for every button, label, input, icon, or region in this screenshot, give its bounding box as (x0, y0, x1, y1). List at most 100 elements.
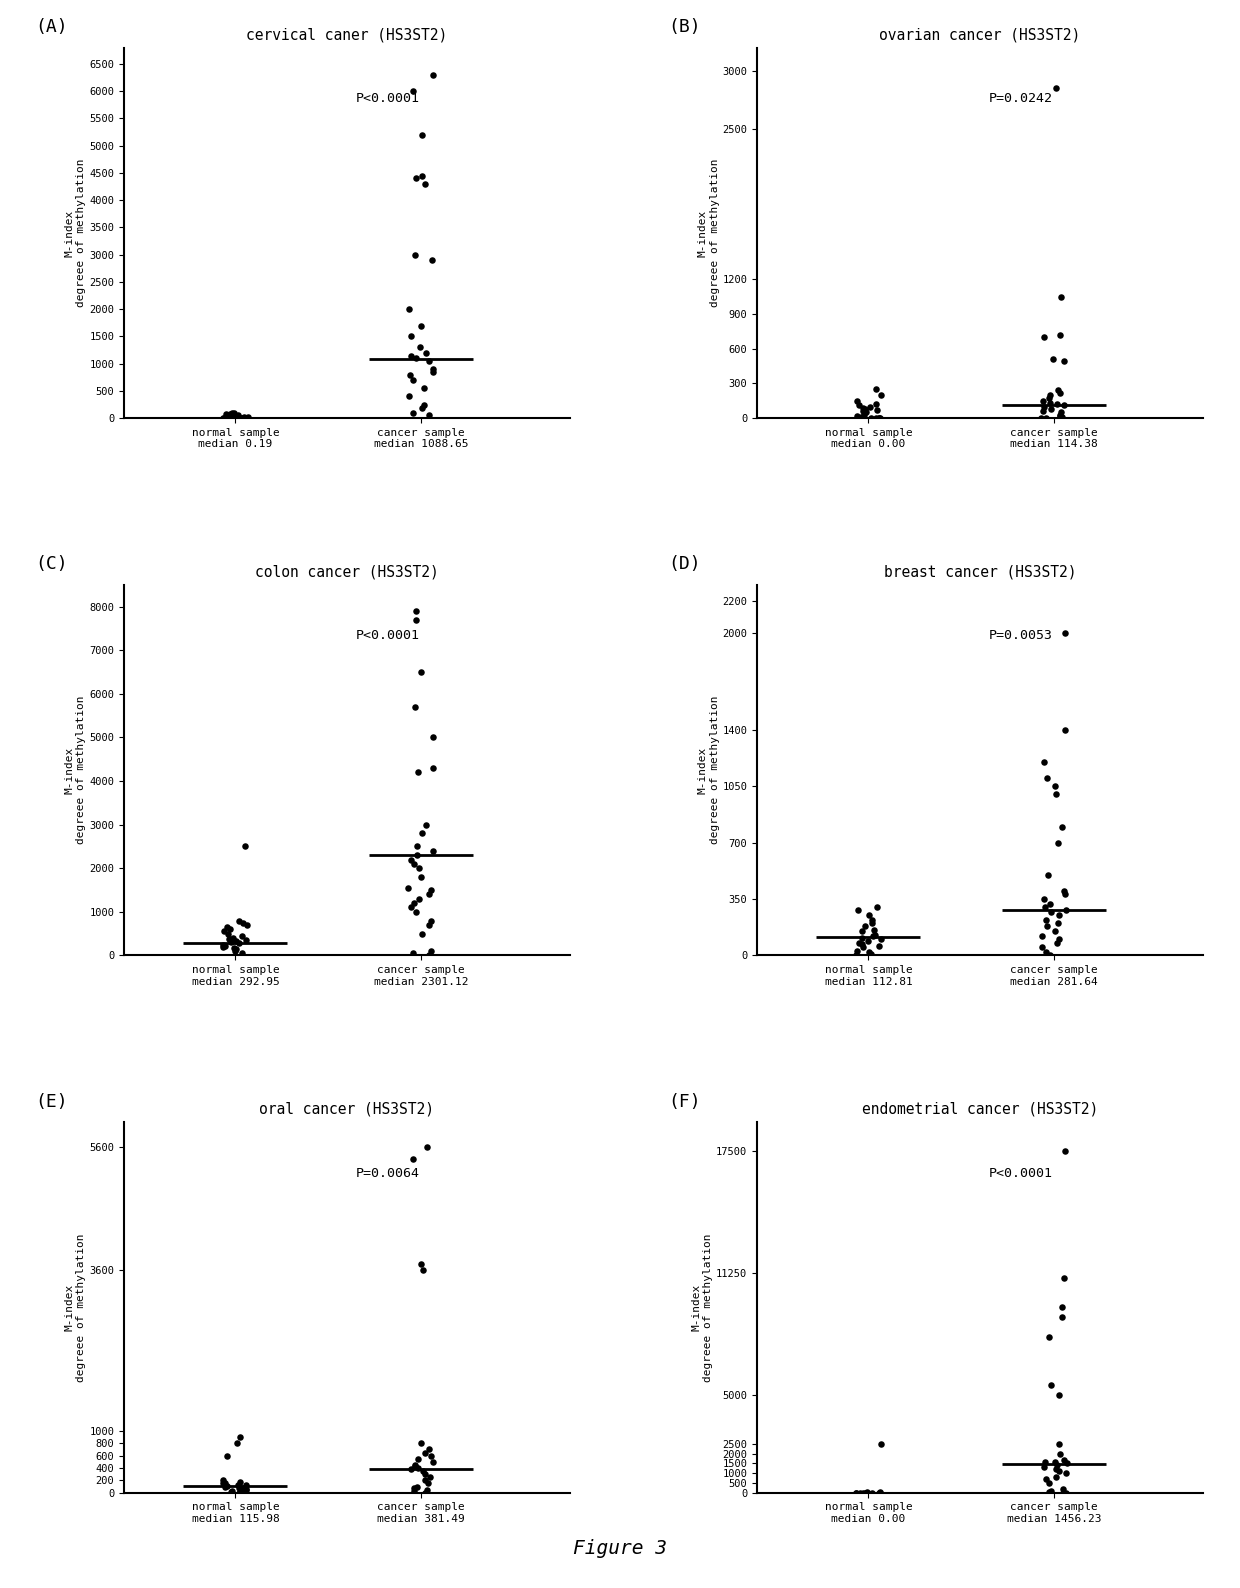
Point (233, 910, 253, 935)
Point (213, 934, 233, 959)
Point (1049, 927, 1069, 953)
Point (412, 1431, 432, 1456)
Point (221, 403, 241, 429)
Point (232, 1478, 252, 1504)
Y-axis label: M-index
degreee of methylation: M-index degreee of methylation (64, 696, 87, 845)
Point (852, 932, 872, 958)
Point (1053, 1304, 1073, 1329)
Point (1054, 1480, 1074, 1505)
Point (414, 1440, 434, 1466)
Text: (F): (F) (668, 1093, 701, 1110)
Point (867, 894, 887, 919)
Point (407, 1474, 427, 1499)
Point (219, 926, 239, 951)
Point (1054, 349, 1074, 375)
Text: P<0.0001: P<0.0001 (356, 92, 420, 105)
Point (851, 405, 870, 430)
Point (848, 897, 868, 923)
Point (1032, 405, 1052, 430)
Title: colon cancer (HS3ST2): colon cancer (HS3ST2) (255, 565, 439, 580)
Point (412, 395, 432, 421)
Point (1044, 918, 1064, 943)
Point (1042, 1478, 1061, 1504)
Point (847, 387, 867, 413)
Point (1055, 621, 1075, 646)
Point (849, 392, 869, 418)
Point (1034, 394, 1054, 419)
Point (1038, 862, 1058, 888)
Point (1049, 831, 1069, 856)
Point (232, 405, 252, 430)
Point (1048, 392, 1068, 418)
Point (863, 923, 883, 948)
Point (1055, 881, 1075, 907)
Point (852, 926, 872, 951)
Title: oral cancer (HS3ST2): oral cancer (HS3ST2) (259, 1102, 434, 1116)
Point (402, 324, 422, 349)
Point (1053, 1294, 1073, 1320)
Point (423, 356, 443, 381)
Point (1050, 403, 1070, 429)
Point (409, 335, 429, 360)
Point (218, 921, 238, 946)
Point (1054, 718, 1074, 743)
Point (854, 402, 874, 427)
Point (215, 919, 234, 945)
Point (848, 405, 868, 430)
Point (408, 759, 428, 784)
Point (217, 405, 237, 430)
Text: P=0.0064: P=0.0064 (356, 1167, 420, 1180)
Point (407, 346, 427, 372)
Point (228, 402, 248, 427)
Point (1055, 1139, 1075, 1164)
Point (237, 912, 257, 937)
Point (422, 908, 441, 934)
Text: (A): (A) (35, 17, 67, 37)
Point (422, 248, 441, 273)
Point (1048, 910, 1068, 935)
Point (853, 399, 873, 424)
Text: P<0.0001: P<0.0001 (988, 1167, 1053, 1180)
Point (419, 881, 439, 907)
Point (419, 943, 439, 969)
Point (223, 935, 243, 961)
Y-axis label: M-index
degreee of methylation: M-index degreee of methylation (698, 159, 719, 306)
Point (1056, 1451, 1076, 1477)
Point (1035, 907, 1055, 932)
Point (1053, 405, 1073, 430)
Point (419, 1437, 439, 1463)
Point (1055, 897, 1075, 923)
Point (1045, 76, 1065, 102)
Point (424, 1450, 444, 1475)
Point (413, 1458, 433, 1483)
Point (1032, 923, 1052, 948)
Point (1047, 1456, 1066, 1482)
Point (1050, 402, 1070, 427)
Point (1054, 878, 1074, 904)
Point (866, 405, 885, 430)
Point (417, 1477, 436, 1502)
Point (1034, 886, 1054, 912)
Point (403, 940, 423, 966)
Point (236, 927, 255, 953)
Point (414, 375, 434, 400)
Point (870, 1431, 890, 1456)
Point (233, 940, 253, 966)
Point (228, 1472, 248, 1497)
Point (218, 405, 238, 430)
Point (405, 241, 425, 267)
Point (232, 923, 252, 948)
Point (1049, 1383, 1069, 1409)
Point (862, 910, 882, 935)
Point (423, 838, 443, 864)
Point (1039, 386, 1059, 411)
Text: Figure 3: Figure 3 (573, 1539, 667, 1558)
Point (872, 927, 892, 953)
Point (870, 1480, 890, 1505)
Point (236, 1477, 255, 1502)
Point (420, 877, 440, 902)
Point (851, 1480, 870, 1505)
Point (213, 932, 233, 958)
Point (213, 405, 233, 430)
Point (412, 821, 432, 846)
